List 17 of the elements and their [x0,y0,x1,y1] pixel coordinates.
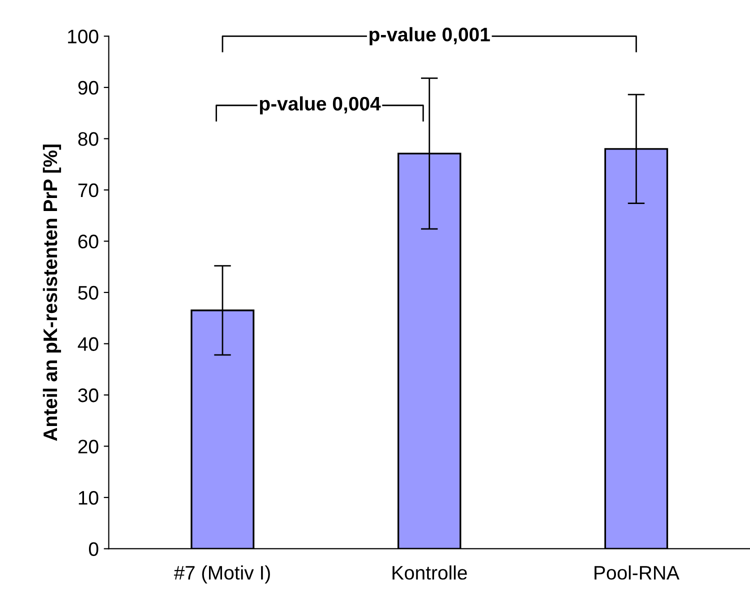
x-tick-label: Pool-RNA [594,565,680,580]
x-tick-label: #7 (Motiv I) [174,565,270,584]
x-tick-label: Kontrolle [392,565,467,580]
y-tick-label: 100 [68,30,98,44]
y-tick-label: 90 [78,80,98,95]
y-tick-label: 50 [78,286,98,300]
y-tick-label: 70 [78,183,98,198]
y-tick-label: 30 [78,388,98,402]
y-tick-label: 80 [78,132,98,146]
y-tick-label: 0 [88,542,98,556]
y-tick-label: 60 [78,234,98,248]
y-tick-label: 40 [78,337,98,351]
y-tick-label: 20 [78,440,98,454]
y-axis-title: Anteil an pK-resistenten PrP [%] [42,144,62,441]
y-tick-label: 10 [78,490,98,505]
annotation: p-value 0,004 [260,96,381,114]
annotation: p-value 0,001 [370,27,490,46]
